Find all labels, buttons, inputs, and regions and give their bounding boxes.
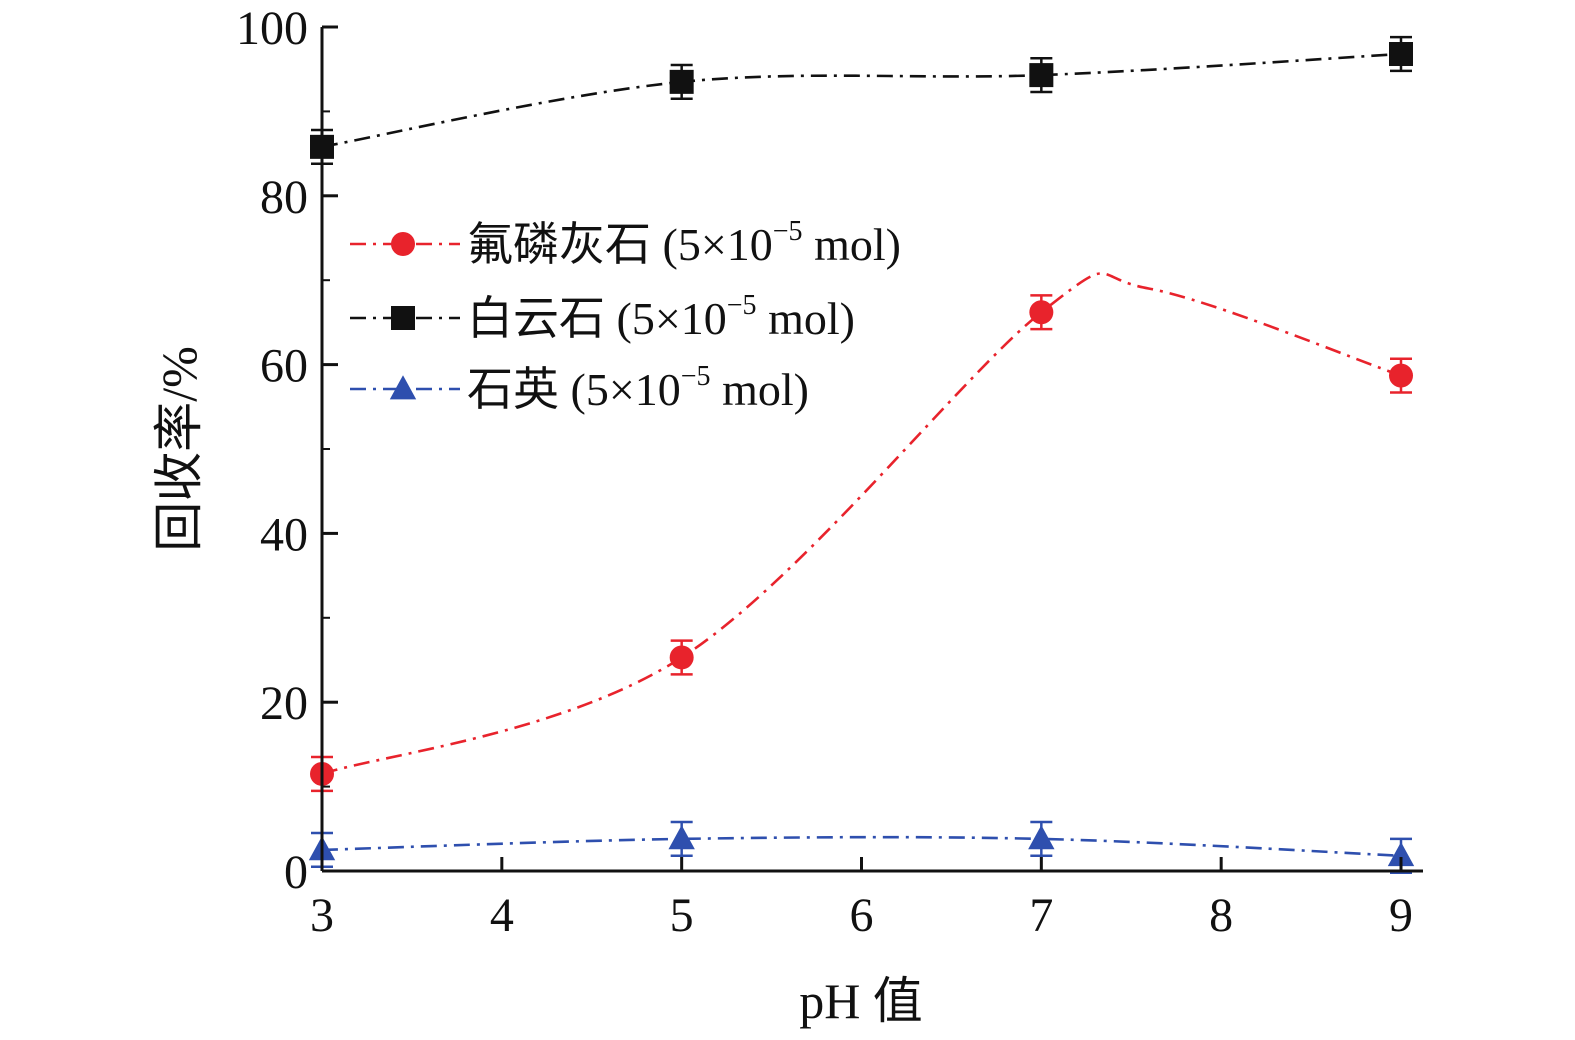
data-point-triangle	[668, 825, 695, 850]
series-line-2	[321, 835, 1402, 858]
axes: 3 4 5 6 7 8 9 0 20 40 60 80 100	[236, 2, 1423, 942]
legend-label: 氟磷灰石 (5×10−5 mol)	[467, 216, 901, 270]
legend-marker-triangle	[389, 375, 417, 400]
y-tick-label: 0	[284, 846, 308, 899]
data-point-triangle	[1387, 842, 1415, 867]
legend-marker-circle	[391, 232, 415, 256]
data-point-circle	[1389, 363, 1413, 388]
y-tick-label: 20	[260, 677, 308, 730]
data-point-circle	[669, 645, 694, 670]
x-tick-label: 3	[310, 889, 334, 942]
data-point-square	[669, 69, 694, 94]
y-tick-label: 80	[260, 171, 308, 224]
x-axis-label: pH 值	[799, 973, 923, 1029]
legend-label: 白云石 (5×10−5 mol)	[467, 290, 855, 344]
y-tick-label: 100	[236, 2, 308, 55]
x-tick-label: 6	[850, 889, 874, 942]
legend-marker-square	[391, 306, 415, 330]
data-point-square	[1389, 42, 1413, 67]
x-tick-label: 8	[1209, 889, 1233, 942]
data-point-circle	[1029, 300, 1054, 325]
y-tick-label: 40	[260, 508, 308, 561]
legend-label: 石英 (5×10−5 mol)	[467, 361, 809, 415]
series-curves	[321, 52, 1402, 858]
series-line-0	[321, 272, 1402, 776]
data-point-square	[1029, 63, 1054, 88]
x-tick-label: 5	[670, 889, 694, 942]
error-bars	[311, 35, 1412, 874]
data-point-triangle	[1028, 825, 1055, 850]
x-tick-label: 4	[490, 889, 514, 942]
x-tick-label: 7	[1029, 889, 1053, 942]
legend: 氟磷灰石 (5×10−5 mol) 白云石 (5×10−5 mol) 石英 (5×1…	[350, 216, 901, 415]
data-markers	[308, 42, 1415, 867]
series-line-1	[321, 52, 1402, 149]
y-axis-label: 回收率/%	[151, 346, 207, 552]
y-tick-label: 60	[260, 340, 308, 393]
x-tick-label: 9	[1389, 889, 1413, 942]
